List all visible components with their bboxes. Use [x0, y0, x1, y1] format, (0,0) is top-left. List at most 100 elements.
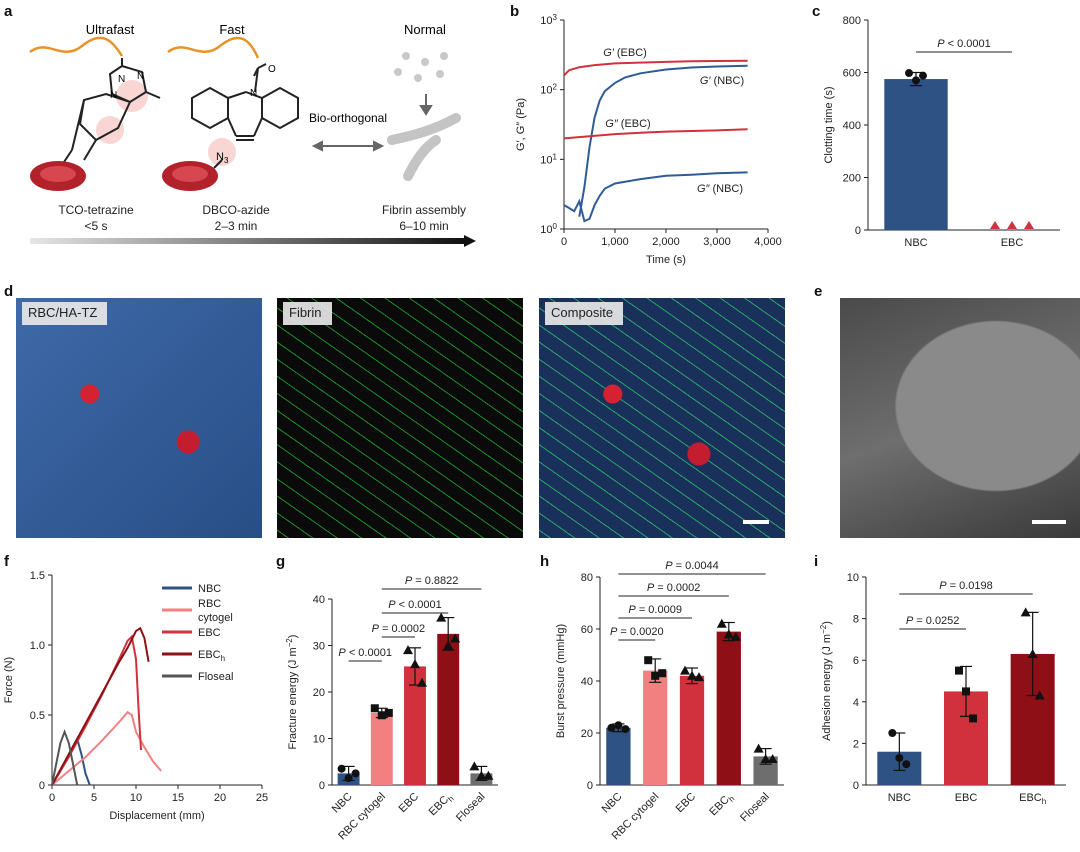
tetrazine-structure	[61, 58, 161, 166]
y-tick-label: 40	[313, 594, 325, 606]
x-tick-label: 3,000	[703, 236, 731, 248]
y-tick-label: 101	[540, 152, 557, 166]
panel-letter-i: i	[814, 553, 818, 570]
data-point	[377, 711, 386, 720]
micrograph-label-fibrin: Fibrin	[283, 302, 332, 325]
bar	[606, 727, 631, 785]
x-tick-label: EBC	[1001, 237, 1024, 249]
x-tick-label: 4,000	[754, 236, 782, 248]
y-tick-label: 6	[853, 655, 859, 667]
y-tick-label: 10	[847, 572, 859, 584]
reaction-time-3: 6–10 min	[399, 219, 448, 233]
bar	[643, 670, 668, 785]
data-point	[351, 769, 360, 778]
data-point	[905, 69, 913, 78]
scale-bar	[743, 520, 769, 524]
chart-c-clotting-time: 0 200 400 600 800 Clotting time (s) NBC EBC P < …	[823, 15, 1060, 249]
micrograph-label-composite: Composite	[545, 302, 624, 325]
x-tick-label: NBC	[904, 237, 927, 249]
x-tick-label: 0	[49, 792, 55, 804]
significance-label: P < 0.0001	[937, 38, 991, 50]
x-tick-label: EBC	[955, 792, 978, 804]
bar	[370, 712, 393, 785]
fibrinogen-dots	[394, 52, 448, 82]
data-point	[760, 754, 771, 763]
series-line	[578, 64, 748, 217]
x-tick-label: EBCh	[427, 791, 456, 820]
y-axis-label: G′, G″ (Pa)	[515, 98, 527, 151]
y-tick-label: 0	[855, 225, 861, 237]
y-axis-label: Clotting time (s)	[823, 86, 835, 163]
data-point	[1024, 221, 1034, 229]
double-arrow-icon	[311, 140, 385, 152]
y-tick-label: 80	[581, 572, 593, 584]
data-point	[912, 76, 920, 85]
data-point	[730, 631, 741, 641]
significance-label: P = 0.0044	[665, 560, 719, 572]
reaction-time-1: <5 s	[84, 219, 107, 233]
text-tetrazine-n2: N	[137, 71, 144, 82]
series-label: G″ (EBC)	[605, 118, 650, 130]
y-axis-label: Force (N)	[3, 657, 15, 703]
y-tick-label: 0.5	[30, 710, 45, 722]
series-label: G′ (EBC)	[603, 47, 647, 59]
panel-letter-a: a	[4, 3, 13, 20]
data-point	[680, 665, 690, 675]
x-axis-label: Displacement (mm)	[109, 810, 204, 822]
data-point	[1020, 607, 1031, 617]
series-line	[51, 626, 150, 786]
legend-label: cytogel	[198, 612, 233, 624]
y-axis-label: Fracture energy (J m−2)	[285, 635, 299, 750]
panel-a-schematic: Ultrafast Fast Normal N N N	[29, 22, 476, 247]
series-label: G′ (NBC)	[700, 75, 744, 87]
series-line	[51, 634, 142, 786]
data-point	[621, 725, 630, 734]
x-tick-label: 10	[130, 792, 142, 804]
micrograph-label-rbc: RBC/HA-TZ	[22, 302, 108, 325]
polymer-chain-middle	[167, 36, 260, 59]
significance-label: P = 0.8822	[405, 575, 459, 587]
x-tick-label: 5	[91, 792, 97, 804]
data-point	[658, 669, 667, 678]
x-tick-label: 1,000	[601, 236, 629, 248]
x-tick-label: NBC	[330, 791, 355, 816]
y-tick-label: 20	[581, 728, 593, 740]
x-tick-label: 2,000	[652, 236, 680, 248]
panel-letter-g: g	[276, 553, 285, 570]
legend-label: Floseal	[198, 671, 233, 683]
x-tick-label: 15	[172, 792, 184, 804]
y-tick-label: 8	[853, 614, 859, 626]
bar	[679, 675, 705, 785]
data-point	[687, 670, 697, 680]
bio-orthogonal-label: Bio-orthogonal	[309, 111, 387, 125]
data-point	[483, 770, 494, 780]
label-ultrafast: Ultrafast	[86, 22, 135, 37]
x-tick-label: EBCh	[707, 791, 736, 820]
micrograph-composite: Composite	[539, 298, 785, 538]
y-tick-label: 0	[39, 780, 45, 792]
data-point	[384, 708, 393, 717]
series-line	[51, 736, 91, 786]
x-tick-label: EBC	[674, 791, 699, 816]
y-tick-label: 102	[540, 83, 557, 97]
data-point	[895, 753, 904, 762]
y-tick-label: 0	[587, 780, 593, 792]
x-tick-label: 25	[256, 792, 268, 804]
data-point	[344, 774, 353, 783]
panel-letter-b: b	[510, 3, 519, 20]
series-line	[51, 710, 162, 786]
label-normal: Normal	[404, 22, 446, 37]
micrograph-rbc-ha-tz: RBC/HA-TZ	[16, 298, 262, 538]
data-point	[902, 760, 911, 769]
significance-label: P = 0.0198	[939, 580, 993, 592]
significance-label: P = 0.0002	[647, 582, 701, 594]
y-axis-label: Burst pressure (mmHg)	[555, 624, 567, 738]
down-arrow-icon	[419, 94, 433, 116]
data-point	[469, 761, 480, 771]
series-line	[563, 171, 748, 223]
y-tick-label: 20	[313, 687, 325, 699]
chart-i-adhesion-energy: 0 2 4 6 8 10 Adhesion energy (J m−2) NBC EBC EBCh…	[819, 572, 1066, 806]
data-point	[694, 672, 704, 682]
panel-letter-e: e	[814, 283, 822, 300]
